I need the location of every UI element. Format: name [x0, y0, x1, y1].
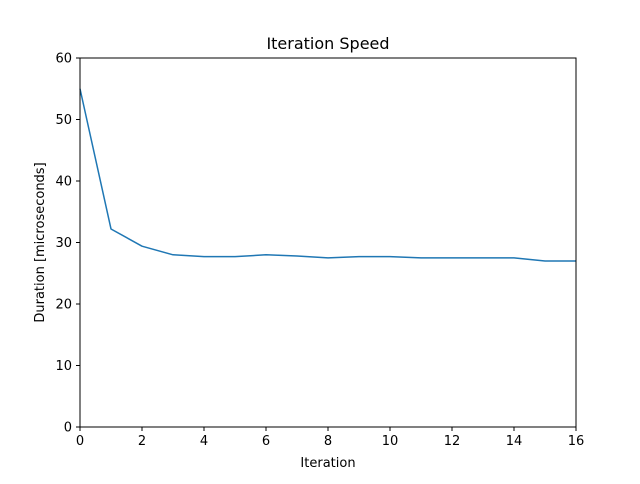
- x-tick-label: 6: [262, 434, 270, 449]
- x-tick-label: 12: [444, 434, 461, 449]
- x-tick-label: 16: [568, 434, 585, 449]
- y-tick-label: 40: [55, 175, 72, 190]
- plot-area-frame: [79, 57, 577, 428]
- y-axis-label: Duration [microseconds]: [33, 162, 48, 322]
- series-line: [79, 88, 576, 262]
- y-tick-label: 30: [55, 236, 72, 251]
- y-tick-label: 50: [55, 113, 72, 128]
- x-tick-label: 8: [324, 434, 332, 449]
- x-tick-label: 2: [138, 434, 146, 449]
- x-axis-ticks: 0 2 4 6 8 10 12 14 16: [76, 427, 584, 449]
- y-tick-label: 60: [55, 52, 72, 67]
- x-tick-label: 10: [382, 434, 399, 449]
- x-axis-label: Iteration: [300, 456, 355, 471]
- y-tick-label: 0: [64, 421, 72, 436]
- y-tick-label: 10: [55, 359, 72, 374]
- y-axis-ticks: 0 10 20 30 40 50 60: [55, 52, 80, 436]
- chart-title: Iteration Speed: [266, 34, 389, 53]
- x-tick-label: 14: [506, 434, 523, 449]
- x-tick-label: 4: [200, 434, 208, 449]
- x-tick-label: 0: [76, 434, 84, 449]
- y-tick-label: 20: [55, 298, 72, 313]
